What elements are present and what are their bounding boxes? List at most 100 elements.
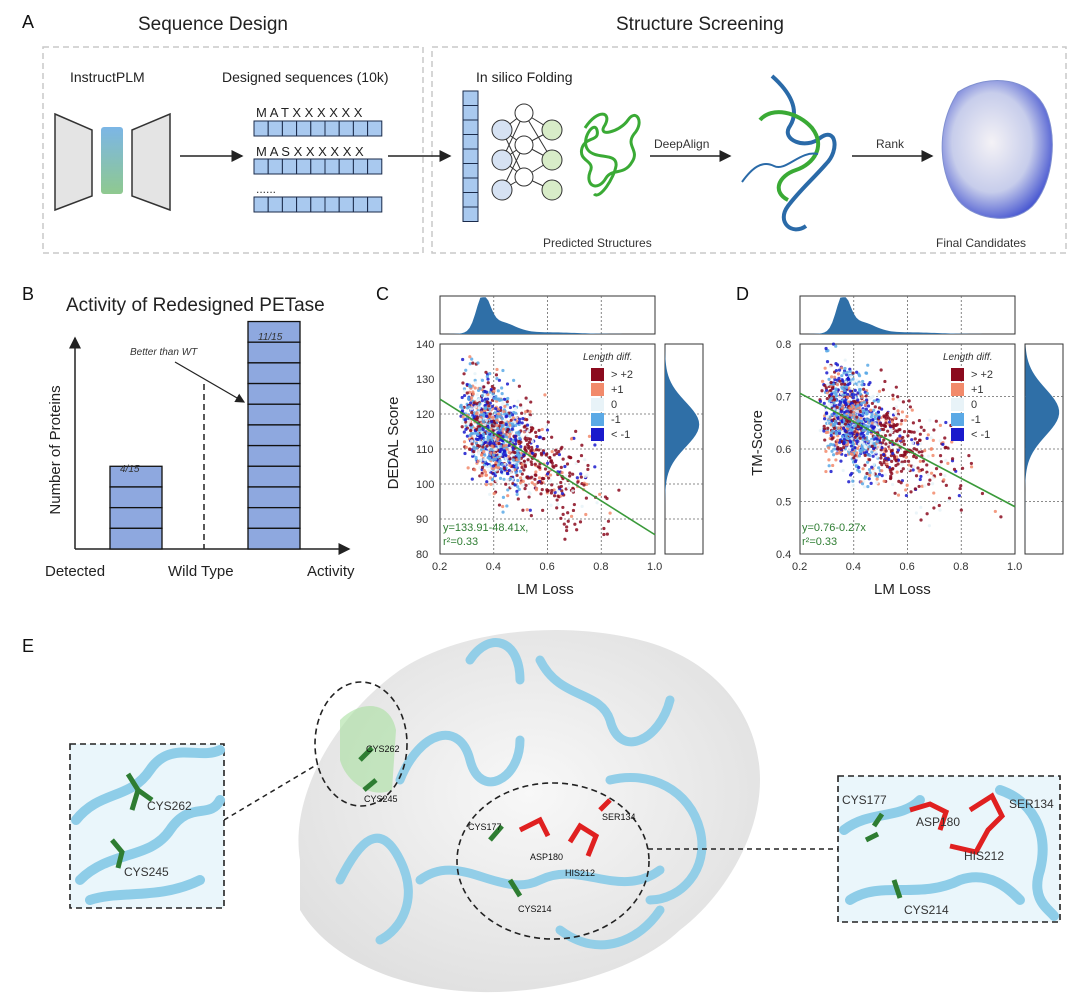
scatter-point — [480, 474, 484, 478]
scatter-point — [481, 445, 485, 449]
scatter-point — [496, 426, 500, 431]
embedding-column — [462, 90, 479, 222]
scatter-point — [511, 450, 515, 454]
scatter-point — [463, 451, 467, 456]
main-cys262: CYS262 — [366, 744, 400, 754]
scatter-point — [840, 374, 844, 378]
scatter-point — [488, 371, 492, 376]
scatter-point — [508, 414, 512, 418]
scatter-point — [561, 505, 565, 510]
scatter-point — [829, 388, 833, 393]
scatter-point — [853, 460, 858, 464]
scatter-point — [498, 458, 502, 463]
scatter-point — [516, 399, 520, 403]
scatter-point — [822, 401, 826, 405]
scatter-point — [606, 519, 611, 523]
scatter-point — [867, 418, 871, 422]
scatter-point — [605, 496, 609, 501]
scatter-point — [462, 430, 466, 434]
scatter-point — [528, 415, 532, 420]
scatter-point — [478, 387, 482, 391]
scatter-point — [829, 402, 833, 407]
scatter-point — [898, 434, 902, 438]
scatter-point — [836, 447, 840, 451]
scatter-point — [557, 485, 561, 489]
scatter-point — [489, 394, 493, 399]
scatter-point — [464, 420, 468, 424]
scatter-point — [851, 371, 855, 375]
scatter-point — [506, 405, 510, 409]
scatter-point — [465, 382, 469, 387]
scatter-point — [866, 404, 871, 408]
scatter-point — [884, 442, 888, 446]
scatter-point — [868, 453, 872, 458]
scatter-point — [584, 496, 588, 500]
embedding-cell — [462, 134, 479, 150]
scatter-point — [827, 446, 831, 450]
scatter-point — [841, 426, 846, 430]
scatter-point — [561, 457, 565, 461]
scatter-point — [831, 423, 835, 428]
scatter-point — [511, 481, 515, 486]
scatter-point — [903, 459, 907, 463]
scatter-point — [891, 393, 895, 397]
sequence-cell — [267, 196, 283, 213]
scatter-point — [475, 412, 479, 416]
legend-label: -1 — [611, 414, 621, 426]
scatter-point — [556, 494, 560, 498]
scatter-point — [552, 488, 556, 492]
scatter-point — [850, 392, 854, 397]
sequence-cell — [253, 120, 269, 137]
scatter-point — [539, 451, 544, 455]
scatter-point — [825, 391, 829, 395]
embedding-cell — [462, 206, 479, 222]
scatter-point — [483, 406, 487, 410]
scatter-point — [840, 406, 845, 410]
scatter-point — [872, 442, 876, 446]
scatter-point — [824, 386, 828, 390]
scatter-point — [533, 462, 537, 466]
scatter-point — [503, 418, 507, 422]
scatter-point — [478, 418, 482, 422]
scatter-point — [493, 410, 498, 414]
scatter-point — [883, 433, 888, 438]
scatter-point — [576, 459, 580, 464]
scatter-point — [848, 406, 852, 410]
scatter-point — [915, 429, 920, 433]
scatter-point — [923, 449, 927, 453]
y-tick-label: 0.8 — [776, 339, 791, 351]
bar-segment — [247, 362, 301, 385]
sequence-design-title: Sequence Design — [138, 14, 288, 35]
scatter-point — [860, 395, 865, 399]
sequence-cell — [324, 158, 340, 175]
scatter-point — [490, 444, 494, 448]
scatter-point — [917, 469, 921, 473]
scatter-point — [488, 440, 493, 444]
scatter-point — [520, 472, 524, 476]
y-tick-label: 0.6 — [776, 444, 791, 456]
main-cys214: CYS214 — [518, 904, 552, 914]
scatter-point — [937, 503, 941, 508]
scatter-point — [483, 453, 487, 457]
scatter-point — [873, 416, 877, 421]
x-tick-label: 1.0 — [1007, 561, 1022, 573]
scatter-point — [526, 398, 530, 402]
legend-title: Length diff. — [943, 352, 992, 363]
scatter-point — [904, 455, 908, 459]
scatter-point — [864, 445, 868, 450]
scatter-point — [825, 414, 830, 418]
scatter-point — [500, 447, 504, 452]
scatter-point — [882, 431, 886, 435]
scatter-point — [919, 505, 923, 509]
scatter-point — [476, 443, 480, 448]
scatter-point — [862, 387, 866, 391]
scatter-point — [829, 380, 833, 385]
sequence-cell — [253, 158, 269, 175]
scatter-point — [844, 453, 848, 457]
scatter-point — [461, 357, 465, 362]
scatter-point — [519, 445, 523, 449]
scatter-point — [470, 477, 474, 481]
scatter-point — [969, 461, 974, 466]
panel-b-x-activity: Activity — [307, 563, 355, 580]
scatter-point — [826, 430, 830, 434]
